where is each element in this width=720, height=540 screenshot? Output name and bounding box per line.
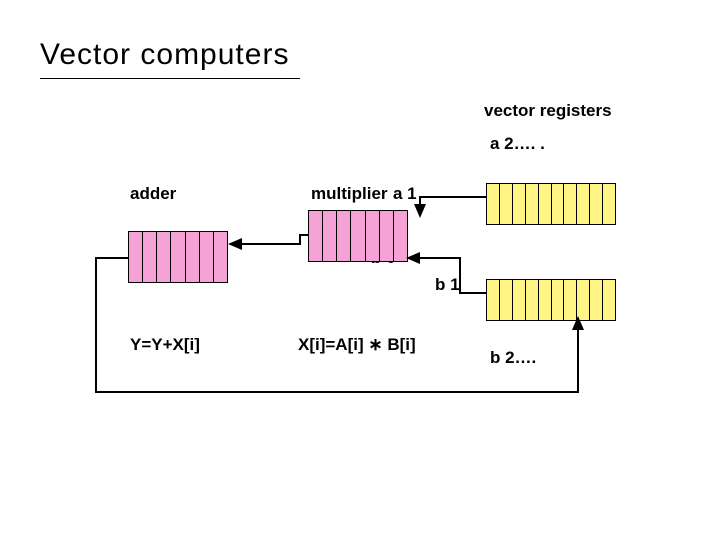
adder-register [128, 231, 228, 283]
a1-label: a 1 [393, 184, 417, 204]
a2-label: a 2…. . [490, 134, 545, 154]
b2-label: b 2…. [490, 348, 536, 368]
multiplier-label: multiplier [311, 184, 388, 204]
vector-registers-label: vector registers [484, 101, 612, 121]
adder-label: adder [130, 184, 176, 204]
title-underline [40, 78, 300, 79]
datapath-wires [0, 0, 720, 540]
x-eq-label: X[i]=A[i] ∗ B[i] [298, 335, 416, 355]
b1-label: b 1 [435, 275, 460, 295]
multiplier-register [308, 210, 408, 262]
y-eq-label: Y=Y+X[i] [130, 335, 200, 355]
vector-register-b [486, 279, 616, 321]
slide-title: Vector computers [40, 38, 289, 72]
vector-register-a [486, 183, 616, 225]
